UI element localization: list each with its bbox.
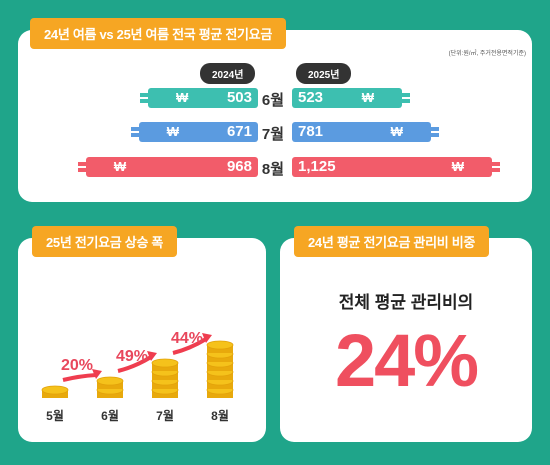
month-label: 6월 xyxy=(101,408,119,423)
month-label: 6월 xyxy=(261,92,285,109)
coin-stack xyxy=(41,385,69,398)
share-value: 24% xyxy=(334,319,479,402)
increase-arrow xyxy=(62,373,97,382)
plug-prong xyxy=(77,162,86,166)
plug-prong xyxy=(130,133,139,137)
increase-arrow xyxy=(172,337,208,355)
share-title-tab: 24년 평균 전기요금 관리비 비중 xyxy=(294,226,490,257)
plug-bar-2025: 523 ₩ xyxy=(292,88,402,108)
coin-stack xyxy=(151,358,179,398)
coin-stack xyxy=(206,340,234,398)
plug-prong xyxy=(140,93,148,97)
coin-stack xyxy=(96,376,124,398)
increase-label: 44% xyxy=(171,330,203,347)
plug-bar-2024: ₩503 xyxy=(148,88,258,108)
increase-label: 49% xyxy=(116,348,148,365)
plug-prong xyxy=(430,127,439,131)
watermark-logo: 경상일보 xyxy=(318,405,415,432)
increase-label: 20% xyxy=(61,357,93,374)
value-2024: 968 xyxy=(226,158,252,175)
share-label: 전체 평균 관리비의 xyxy=(338,293,474,312)
won-sign-icon: ₩ xyxy=(451,159,464,174)
won-sign-icon: ₩ xyxy=(113,159,127,174)
plug-bar-2024: ₩671 xyxy=(138,122,258,142)
top-title: 24년 여름 vs 25년 여름 전국 평균 전기요금 xyxy=(30,18,287,49)
won-sign-icon: ₩ xyxy=(361,90,374,105)
plug-prong xyxy=(77,168,86,172)
increase-panel xyxy=(18,238,266,442)
plug-prong xyxy=(130,127,139,131)
arrow-head-icon xyxy=(202,333,212,343)
arrow-head-icon xyxy=(92,369,102,379)
coin-chart: 5월 6월 7월 8월 20% 49% 44% xyxy=(41,330,234,423)
plug-prong xyxy=(140,99,148,103)
unit-note: (단위:원/㎡, 주거전용면적기준) xyxy=(448,51,526,57)
value-2024: 503 xyxy=(226,89,252,106)
value-2024: 671 xyxy=(226,123,252,140)
plug-prong xyxy=(492,162,500,166)
month-label: 8월 xyxy=(211,408,229,423)
month-label: 7월 xyxy=(261,126,285,143)
plug-prong xyxy=(402,99,410,103)
increase-arrow xyxy=(117,355,153,373)
won-sign-icon: ₩ xyxy=(176,90,189,105)
value-2025: 523 xyxy=(298,89,324,106)
won-sign-icon: ₩ xyxy=(166,124,179,139)
plug-bar-2025: 1,125 ₩ xyxy=(292,157,492,177)
plug-bar-2025: 781 ₩ xyxy=(292,122,431,142)
value-2025: 1,125 xyxy=(298,158,336,175)
won-sign-icon: ₩ xyxy=(390,124,403,139)
plug-prong xyxy=(492,168,500,172)
plug-bar-2024: ₩968 xyxy=(85,157,258,177)
plug-prong xyxy=(430,133,439,137)
plug-prong xyxy=(402,93,410,97)
arrow-head-icon xyxy=(147,351,157,361)
increase-title: 25년 전기요금 상승 폭 xyxy=(32,226,178,257)
month-label: 5월 xyxy=(46,408,64,423)
month-label: 7월 xyxy=(156,408,174,423)
year-2024-badge: 2024년 xyxy=(200,63,256,84)
value-2025: 781 xyxy=(298,123,324,140)
month-label: 8월 xyxy=(261,161,285,178)
year-2025-badge: 2025년 xyxy=(296,63,352,84)
share-panel xyxy=(280,238,532,442)
